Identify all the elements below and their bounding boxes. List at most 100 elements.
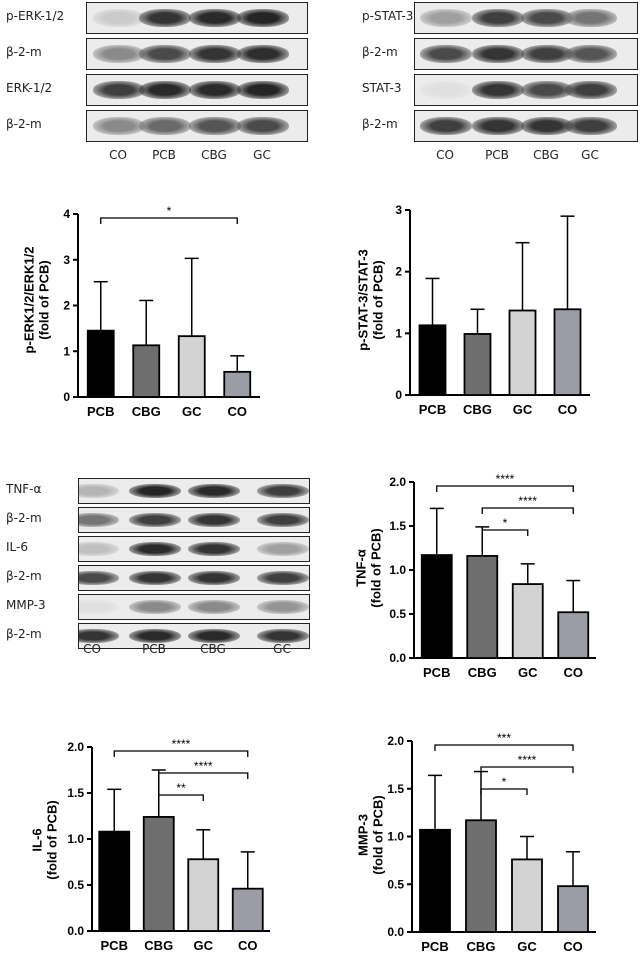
y-tick-label: 1 [63,344,70,358]
chart-tnf-alpha: 0.0 0.5 1.0 1.5 2.0 TNF-α (fold of PCB) PCB CBG G… [354,472,596,680]
blot-strip [86,110,308,142]
category-label-pcb: PCB [101,938,128,953]
category-label-co: CO [228,404,248,419]
blot-row-label: IL-6 [6,540,28,554]
bar-pcb [420,554,453,659]
blot-band [420,80,472,100]
y-tick-label: 3 [63,253,70,267]
blot-row-label: ERK-1/2 [6,81,53,95]
blot-band [79,541,119,557]
category-label-cbg: CBG [132,404,161,419]
y-tick-label: 3 [395,203,402,217]
significance-label: *** [497,731,511,745]
y-tick-label: 1.5 [67,786,84,800]
bar-co [223,370,252,398]
significance-bracket: * [481,516,529,536]
y-tick-label: 2.0 [389,475,406,489]
bar-pcb [418,324,447,396]
category-label-cbg: CBG [468,665,497,680]
blot-strip [414,74,638,106]
significance-label: * [502,775,507,789]
bar-gc [508,309,537,396]
blot-band [565,8,617,28]
bar-pcb [86,329,115,398]
blot-band [79,483,119,499]
lane-label-pcb: PCB [485,148,509,162]
blot-band [188,483,240,499]
y-axis-title-line: (fold of PCB) [371,260,386,339]
y-tick-label: 0 [63,390,70,404]
blot-band [188,599,240,615]
y-axis-title-line: MMP-3 [356,814,371,856]
lane-label-co: CO [109,148,127,162]
bar-cbg [465,819,497,933]
y-axis-title: p-STAT-3/STAT-3 (fold of PCB) [356,249,386,351]
blot-band [188,570,240,586]
chart-il-6: 0.0 0.5 1.0 1.5 2.0 IL-6 (fold of PCB) PCB CBG GC… [30,737,270,953]
blot-band [129,512,181,528]
bar-cbg [463,333,492,396]
significance-bracket: **** [436,472,574,492]
blot-band [189,80,241,100]
y-axis-title-line: (fold of PCB) [371,795,386,874]
blot-row-label: β-2-m [362,117,398,131]
blot-band [93,116,145,136]
category-label-co: CO [564,665,584,680]
blot-band [521,8,573,28]
blot-strip [414,2,638,34]
blot-band [129,628,181,644]
y-axis-title-line: (fold of PCB) [37,260,52,339]
bar-pcb [98,830,131,932]
blot-band [139,8,191,28]
blot-band [129,570,181,586]
category-label-gc: GC [518,665,538,680]
blot-band [521,44,573,64]
blot-strip [78,594,310,620]
blot-band [79,512,119,528]
significance-bracket: **** [480,753,574,773]
category-label-co: CO [238,938,258,953]
lane-label-gc: GC [253,148,271,162]
blot-band [257,483,309,499]
blot-band [237,44,289,64]
bar-co [557,611,590,659]
bar-cbg [466,555,499,659]
significance-label: * [167,204,172,218]
blot-band [139,116,191,136]
blot-band [79,628,119,644]
blot-row-label: β-2-m [362,45,398,59]
y-tick-label: 0.0 [389,651,406,665]
lane-label-gc: GC [581,148,599,162]
blot-band [139,80,191,100]
bar-gc [511,858,543,933]
category-label-pcb: PCB [421,939,448,954]
blot-band [565,80,617,100]
blot-row-label: MMP-3 [6,598,46,612]
significance-label: **** [194,759,213,773]
blot-band [188,512,240,528]
significance-bracket: * [100,204,238,224]
blot-band [79,570,119,586]
blot-band [472,44,524,64]
blot-band [565,44,617,64]
y-tick-label: 1.0 [389,563,406,577]
bar-cbg [142,816,175,932]
western-blot-cytokine-panel: TNF-α β-2-m IL-6 β-2-m MMP-3 β-2-m CO PCB CBG GC [0,476,312,662]
y-tick-label: 2.0 [67,740,84,754]
blot-band [188,628,240,644]
blot-band [472,8,524,28]
blot-band [565,116,617,136]
blot-band [237,8,289,28]
blot-band [420,8,472,28]
blot-band [129,541,181,557]
blot-band [237,116,289,136]
y-axis-title: IL-6 (fold of PCB) [30,800,60,879]
bar-co [557,885,589,933]
blot-strip [78,507,310,533]
blot-band [472,116,524,136]
blot-row-label: β-2-m [6,45,42,59]
y-tick-label: 1.0 [67,832,84,846]
lane-label-cbg: CBG [200,642,226,656]
y-tick-label: 0 [395,388,402,402]
lane-label-co: CO [436,148,454,162]
